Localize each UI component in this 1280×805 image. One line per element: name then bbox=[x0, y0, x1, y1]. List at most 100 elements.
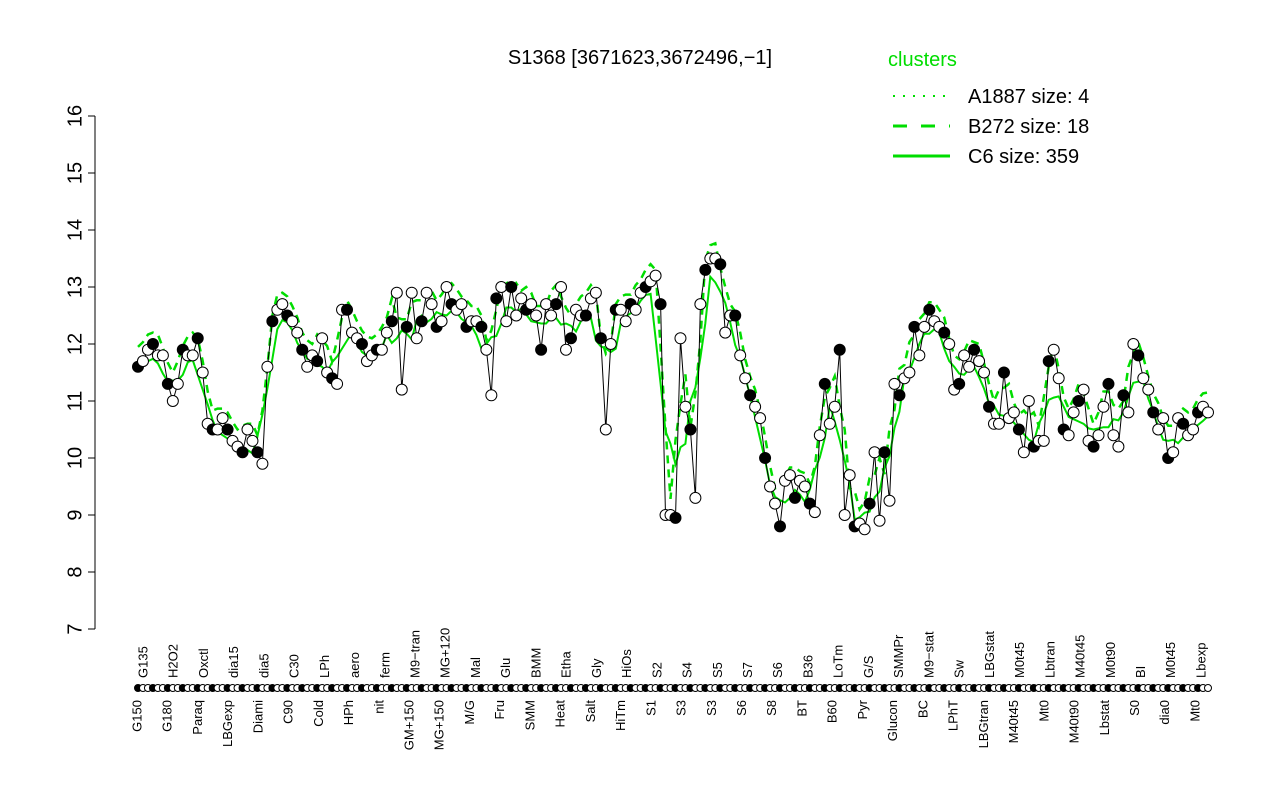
data-point bbox=[156, 349, 169, 362]
x-tick-label: HiOs bbox=[619, 649, 634, 678]
y-tick-label: 9 bbox=[64, 509, 86, 520]
data-point bbox=[1202, 406, 1214, 419]
y-tick-label: 7 bbox=[64, 623, 86, 634]
data-point bbox=[739, 372, 752, 385]
data-point bbox=[1112, 440, 1125, 453]
data-point bbox=[341, 303, 354, 316]
data-point bbox=[186, 349, 199, 362]
data-point bbox=[719, 326, 732, 339]
data-point bbox=[983, 400, 996, 413]
data-point bbox=[1072, 395, 1085, 407]
data-point bbox=[1142, 383, 1155, 396]
data-point bbox=[480, 343, 493, 356]
x-tick-label: GM+150 bbox=[401, 700, 416, 750]
data-point bbox=[191, 332, 204, 345]
data-point bbox=[331, 377, 344, 390]
data-point bbox=[1122, 406, 1135, 419]
data-point bbox=[888, 377, 901, 390]
data-point bbox=[629, 303, 642, 316]
x-tick-label: dia15 bbox=[226, 646, 241, 678]
data-point bbox=[355, 338, 368, 350]
data-point bbox=[1102, 377, 1115, 390]
data-point bbox=[918, 320, 931, 333]
x-tick-label: G180 bbox=[160, 700, 175, 732]
x-tick-label: Mt0 bbox=[1036, 700, 1051, 722]
x-tick-label: HPh bbox=[341, 700, 356, 725]
data-point bbox=[828, 400, 841, 413]
data-point bbox=[599, 423, 612, 436]
y-tick-label: 13 bbox=[64, 276, 86, 298]
data-point bbox=[286, 315, 299, 328]
x-tick-label: M40t45 bbox=[1006, 700, 1021, 743]
data-point bbox=[997, 366, 1010, 379]
data-point bbox=[878, 446, 891, 459]
data-point bbox=[1177, 417, 1190, 430]
data-point bbox=[958, 349, 971, 362]
data-point bbox=[963, 360, 976, 373]
data-point bbox=[1067, 406, 1080, 419]
x-tick-label: Glucon bbox=[885, 700, 900, 741]
x-tick-label: dia0 bbox=[1157, 700, 1172, 725]
data-point bbox=[545, 309, 558, 322]
data-point bbox=[1167, 446, 1180, 459]
data-point bbox=[893, 389, 906, 402]
data-point bbox=[1017, 446, 1030, 459]
x-tick-label: Sw bbox=[952, 659, 967, 678]
data-point bbox=[500, 315, 513, 328]
legend: clusters A1887 size: 4 B272 size: 18 C6 … bbox=[888, 49, 1089, 168]
x-tick-label: Mt0 bbox=[1187, 700, 1202, 722]
data-point bbox=[1047, 343, 1060, 356]
data-point bbox=[1117, 389, 1130, 402]
x-tick-label: S6 bbox=[734, 700, 749, 716]
data-point bbox=[385, 315, 398, 328]
data-point bbox=[555, 281, 568, 293]
data-point bbox=[1152, 423, 1165, 436]
data-point bbox=[236, 446, 249, 459]
x-tick-label: M40t45 bbox=[1073, 635, 1088, 678]
data-point bbox=[774, 520, 786, 533]
x-tick-label: Fru bbox=[492, 700, 507, 720]
data-point bbox=[873, 514, 886, 527]
x-tick-label: Gly bbox=[589, 658, 604, 678]
x-tick-label: S5 bbox=[710, 662, 725, 678]
data-point bbox=[395, 383, 408, 396]
x-tick-label: LBGexp bbox=[220, 700, 235, 747]
data-point bbox=[798, 480, 811, 493]
data-point bbox=[256, 457, 269, 470]
data-point bbox=[425, 298, 438, 311]
data-point bbox=[968, 343, 981, 356]
data-point bbox=[525, 298, 538, 311]
x-tick-label: aero bbox=[347, 652, 362, 678]
data-point bbox=[560, 343, 572, 356]
data-point bbox=[868, 446, 881, 459]
data-point bbox=[166, 395, 179, 407]
x-tick-label: Lbstat bbox=[1097, 700, 1112, 736]
data-point bbox=[734, 349, 747, 362]
data-point bbox=[510, 309, 523, 322]
x-tick-label: S6 bbox=[770, 662, 785, 678]
y-tick-label: 14 bbox=[64, 219, 86, 241]
x-tick-label: G/S bbox=[861, 655, 876, 678]
data-point bbox=[216, 412, 229, 425]
x-tick-label: M9−tran bbox=[407, 630, 422, 678]
data-point bbox=[913, 349, 926, 362]
x-tick-label: S3 bbox=[704, 700, 719, 716]
data-point bbox=[1137, 372, 1150, 385]
data-point bbox=[221, 423, 234, 436]
data-point bbox=[699, 263, 712, 276]
x-tick-label: nit bbox=[371, 700, 386, 714]
x-tick-label: LPhT bbox=[946, 700, 961, 731]
data-point bbox=[266, 315, 279, 328]
x-tick-label: MG+120 bbox=[438, 628, 453, 678]
data-point bbox=[564, 332, 577, 345]
x-tick-label: Etha bbox=[559, 650, 574, 678]
data-point bbox=[754, 412, 767, 425]
data-point bbox=[1062, 429, 1075, 442]
data-point bbox=[1107, 429, 1120, 442]
data-point bbox=[749, 400, 762, 413]
data-point bbox=[475, 320, 488, 333]
x-tick-label: ferm bbox=[377, 652, 392, 678]
data-point bbox=[1147, 406, 1160, 419]
data-point bbox=[246, 434, 259, 447]
x-category-marker bbox=[1204, 684, 1212, 692]
